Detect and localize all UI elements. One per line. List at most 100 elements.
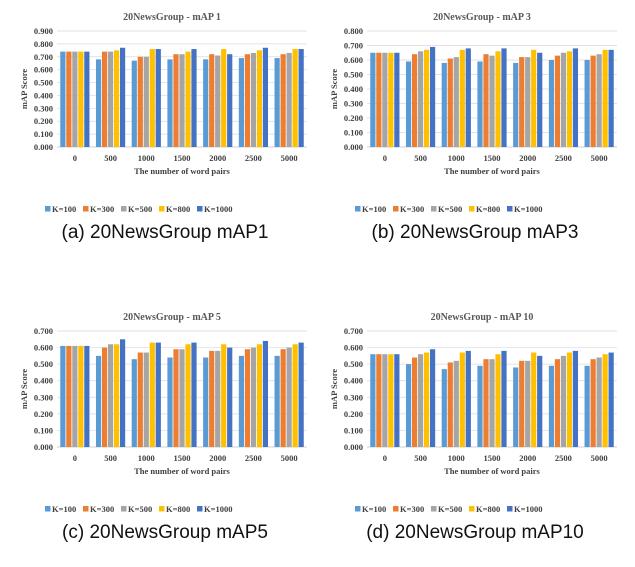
bar: [107, 51, 114, 147]
bar: [95, 59, 102, 147]
legend-swatch: [197, 206, 203, 212]
bar: [60, 51, 66, 147]
legend-label: K=100: [52, 204, 76, 214]
y-tick-label: 0.700: [344, 41, 363, 51]
y-tick-label: 0.200: [34, 116, 53, 126]
legend-label: K=800: [476, 504, 500, 514]
x-tick-label: 1000: [448, 453, 465, 463]
legend-label: K=500: [128, 504, 152, 514]
legend-label: K=800: [166, 204, 190, 214]
bar: [537, 355, 543, 447]
bar: [84, 345, 90, 447]
y-tick-label: 0.200: [344, 113, 363, 123]
bar: [238, 58, 245, 147]
bar: [519, 360, 525, 447]
x-tick-label: 1000: [448, 153, 465, 163]
x-tick-label: 0: [73, 453, 77, 463]
legend-swatch: [83, 506, 89, 512]
bar: [244, 54, 251, 148]
bar: [405, 364, 412, 447]
legend-swatch: [197, 506, 203, 512]
bar: [221, 344, 227, 447]
x-axis-label: The number of word pairs: [134, 466, 230, 476]
legend-swatch: [507, 206, 513, 212]
legend-swatch: [45, 206, 51, 212]
bar: [376, 354, 382, 447]
bar: [78, 51, 84, 147]
bar: [167, 59, 173, 147]
bar: [280, 54, 286, 148]
legend-swatch: [121, 506, 127, 512]
x-tick-label: 1500: [484, 153, 501, 163]
bar: [101, 51, 108, 147]
bar: [423, 352, 430, 447]
bar: [179, 54, 185, 148]
bar: [548, 365, 555, 447]
bar: [280, 349, 286, 447]
y-tick-label: 0.600: [34, 343, 53, 353]
bar: [489, 359, 495, 447]
chart-panel-b: 20NewsGroup - mAP 3 0.000 0.100 0.200 0.300 0…: [325, 0, 625, 243]
x-tick-label: 1000: [138, 453, 155, 463]
legend-swatch: [83, 206, 89, 212]
bar: [244, 349, 251, 447]
legend-label: K=100: [362, 204, 386, 214]
bar: [441, 369, 447, 447]
x-tick-label: 500: [414, 153, 427, 163]
bar: [584, 60, 590, 147]
bar: [149, 342, 155, 447]
bar: [131, 359, 137, 447]
bar: [101, 347, 108, 447]
legend-swatch: [159, 506, 165, 512]
legend-label: K=500: [438, 504, 462, 514]
y-tick-label: 0.300: [34, 392, 53, 402]
y-tick-label: 0.800: [34, 39, 53, 49]
bar: [227, 347, 233, 447]
bar: [113, 344, 120, 447]
y-tick-label: 0.400: [34, 90, 53, 100]
bar: [537, 52, 543, 147]
chart-panel-a: 20NewsGroup - mAP 1 0.000 0.100 0.200 0.300 0…: [15, 0, 315, 243]
caption-d: (d) 20NewsGroup mAP10: [366, 522, 584, 543]
legend-label: K=500: [438, 204, 462, 214]
y-tick-label: 0.900: [34, 26, 53, 36]
bar: [84, 51, 90, 147]
legend-swatch: [45, 506, 51, 512]
y-tick-label: 0.100: [344, 128, 363, 138]
bar: [447, 362, 453, 447]
bar: [501, 350, 507, 447]
x-tick-label: 2500: [555, 153, 572, 163]
bar: [119, 47, 126, 147]
bar: [417, 354, 424, 447]
bar: [423, 49, 430, 147]
y-tick-label: 0.400: [344, 376, 363, 386]
bar: [370, 354, 376, 447]
x-tick-label: 2000: [209, 153, 226, 163]
bar: [405, 61, 412, 148]
y-tick-label: 0.700: [34, 326, 53, 336]
bar: [608, 352, 614, 447]
bar: [238, 355, 245, 447]
bar: [596, 357, 602, 447]
x-tick-label: 2000: [519, 453, 536, 463]
bar: [608, 49, 614, 147]
bar: [531, 352, 537, 447]
x-tick-label: 0: [383, 153, 387, 163]
x-tick-label: 1500: [174, 453, 191, 463]
bar: [179, 349, 185, 447]
bar: [209, 350, 215, 447]
legend-label: K=500: [128, 204, 152, 214]
x-tick-label: 0: [383, 453, 387, 463]
bar: [453, 360, 459, 447]
chart-b: 20NewsGroup - mAP 3 0.000 0.100 0.200 0.300 0…: [329, 12, 617, 214]
x-axis-label: The number of word pairs: [444, 466, 540, 476]
bar: [566, 352, 573, 447]
bar: [525, 360, 531, 447]
bar: [292, 344, 298, 447]
bar: [274, 58, 280, 147]
bar: [376, 52, 382, 147]
x-tick-label: 1500: [174, 153, 191, 163]
bar: [388, 52, 394, 147]
y-tick-label: 0.000: [344, 142, 363, 152]
y-tick-label: 0.100: [34, 129, 53, 139]
